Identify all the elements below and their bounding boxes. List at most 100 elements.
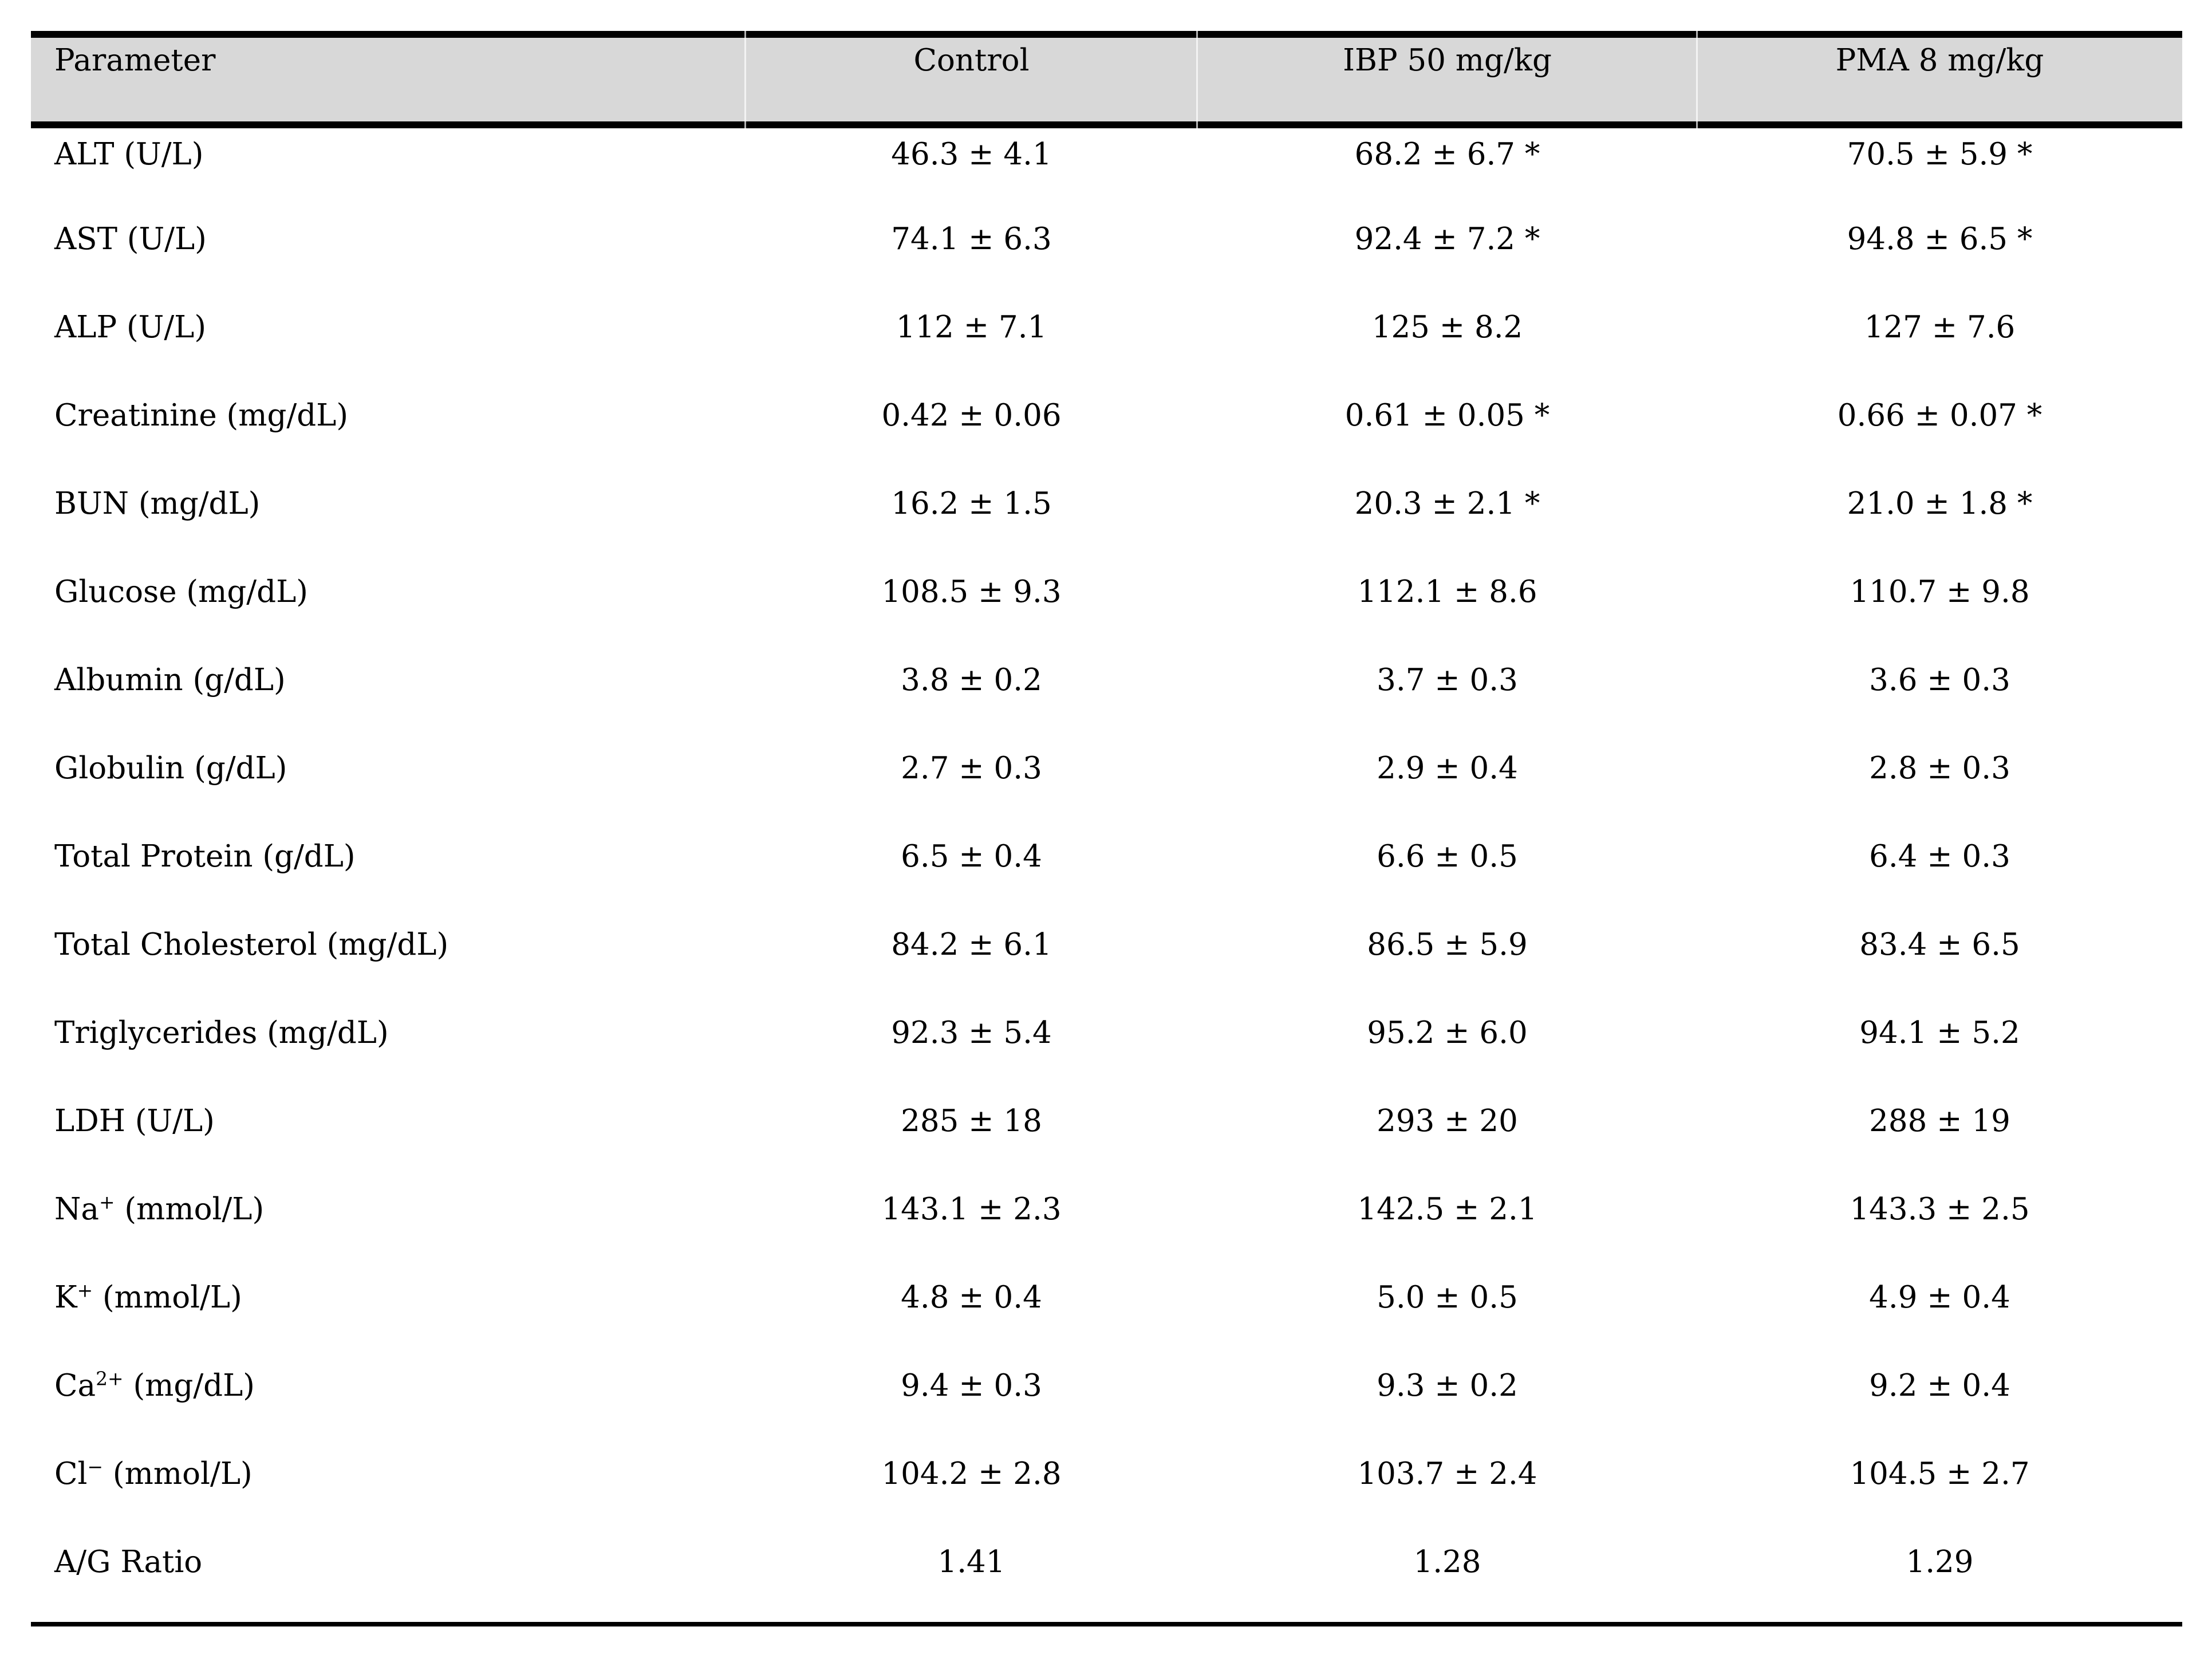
column-header-parameter: Parameter: [31, 31, 746, 128]
value-cell: 125 ± 8.2: [1371, 310, 1523, 345]
column-header-label: Parameter: [54, 43, 216, 78]
value-cell: 1.29: [1697, 1536, 2182, 1626]
value-cell: 110.7 ± 9.8: [1850, 574, 2030, 609]
parameter-label: BUN (mg/dL): [54, 486, 261, 521]
table-row: BUN (mg/dL) 16.2 ± 1.5 20.3 ± 2.1 * 21.0 ± …: [31, 478, 2182, 566]
parameter-label: ALP (U/L): [54, 310, 207, 345]
table-row: LDH (U/L) 285 ± 18 293 ± 20 288 ± 19: [31, 1095, 2182, 1183]
value-cell: 86.5 ± 5.9: [1367, 927, 1528, 962]
value-cell: 0.42 ± 0.06: [881, 398, 1062, 433]
value-cell: 112.1 ± 8.6: [1357, 574, 1537, 609]
parameter-cell: Cl− (mmol/L): [31, 1448, 746, 1536]
parameter-label: Glucose (mg/dL): [54, 574, 308, 609]
table-row: Total Cholesterol (mg/dL) 84.2 ± 6.1 86.5 …: [31, 919, 2182, 1007]
value-cell: 104.5 ± 2.7: [1850, 1456, 2030, 1491]
parameter-unit: (mmol/L): [93, 1280, 242, 1315]
value-cell: 94.8 ± 6.5 *: [1847, 222, 2033, 257]
value-cell: 3.8 ± 0.2: [901, 663, 1042, 698]
value-cell: 83.4 ± 6.5: [1859, 927, 2020, 962]
parameter-cell: Na+ (mmol/L): [31, 1183, 746, 1271]
parameter-cell: BUN (mg/dL): [31, 478, 746, 566]
value-cell: 1.41: [746, 1536, 1197, 1626]
ion-charge-superscript: +: [98, 1191, 115, 1214]
parameter-label: Total Protein (g/dL): [54, 839, 356, 874]
table-row: Creatinine (mg/dL) 0.42 ± 0.06 0.61 ± 0.05…: [31, 389, 2182, 478]
value-cell: 2.7 ± 0.3: [901, 751, 1042, 786]
table-row: Triglycerides (mg/dL) 92.3 ± 5.4 95.2 ± 6.…: [31, 1007, 2182, 1095]
column-header-label: IBP 50 mg/kg: [1343, 43, 1552, 78]
parameter-label: Triglycerides (mg/dL): [54, 1015, 389, 1050]
value-cell: 9.2 ± 0.4: [1869, 1368, 2010, 1403]
parameter-cell: Ca2+ (mg/dL): [31, 1360, 746, 1448]
value-cell: 16.2 ± 1.5: [891, 486, 1052, 521]
value-cell: 108.5 ± 9.3: [881, 574, 1062, 609]
value-cell: 127 ± 7.6: [1864, 310, 2016, 345]
value-cell: 6.6 ± 0.5: [1377, 839, 1518, 874]
parameter-cell: Total Cholesterol (mg/dL): [31, 919, 746, 1007]
ion-charge-superscript: +: [77, 1279, 93, 1302]
column-header-label: PMA 8 mg/kg: [1835, 43, 2044, 78]
parameter-label: Globulin (g/dL): [54, 751, 287, 786]
parameter-label: K: [54, 1280, 77, 1315]
value-cell: 9.3 ± 0.2: [1377, 1368, 1518, 1403]
value-cell: 20.3 ± 2.1 *: [1354, 486, 1540, 521]
value-cell: 94.1 ± 5.2: [1859, 1015, 2020, 1050]
column-divider-notch: [1196, 1628, 1198, 1633]
parameter-label: ALT (U/L): [54, 137, 204, 172]
column-header-control: Control: [746, 31, 1197, 128]
value-cell: 142.5 ± 2.1: [1357, 1192, 1537, 1227]
table-row: Globulin (g/dL) 2.7 ± 0.3 2.9 ± 0.4 2.8 ± 0…: [31, 742, 2182, 830]
parameter-label: A/G Ratio: [54, 1545, 203, 1580]
parameter-cell: AST (U/L): [31, 213, 746, 301]
value-cell: 103.7 ± 2.4: [1357, 1456, 1537, 1491]
value-cell: 6.4 ± 0.3: [1869, 839, 2010, 874]
parameter-cell: Glucose (mg/dL): [31, 566, 746, 654]
ion-charge-superscript: −: [87, 1455, 104, 1478]
parameter-unit: (mg/dL): [123, 1368, 255, 1403]
parameter-label: Ca: [54, 1368, 96, 1403]
value-cell: 3.6 ± 0.3: [1869, 663, 2010, 698]
parameter-label: Na: [54, 1192, 99, 1227]
parameter-cell: Albumin (g/dL): [31, 654, 746, 742]
column-divider-notch: [744, 1628, 746, 1633]
value-cell: 5.0 ± 0.5: [1377, 1280, 1518, 1315]
parameter-cell: A/G Ratio: [31, 1536, 746, 1626]
value-cell: 112 ± 7.1: [896, 310, 1047, 345]
value-cell: 21.0 ± 1.8 *: [1847, 486, 2033, 521]
table-row: A/G Ratio 1.41 1.28 1.29: [31, 1536, 2182, 1626]
parameter-label: Albumin (g/dL): [54, 663, 286, 698]
parameter-cell: ALT (U/L): [31, 125, 746, 213]
table-row: Total Protein (g/dL) 6.5 ± 0.4 6.6 ± 0.5 6.…: [31, 830, 2182, 919]
column-divider-notch: [1696, 1628, 1698, 1633]
table-row: Ca2+ (mg/dL) 9.4 ± 0.3 9.3 ± 0.2 9.2 ± 0.4: [31, 1360, 2182, 1448]
table-body: ALT (U/L) 46.3 ± 4.1 68.2 ± 6.7 * 70.5 ± 5.…: [31, 125, 2182, 1626]
table-row: Na+ (mmol/L) 143.1 ± 2.3 142.5 ± 2.1 143.3 …: [31, 1183, 2182, 1271]
value-cell: 2.8 ± 0.3: [1869, 751, 2010, 786]
table-row: Albumin (g/dL) 3.8 ± 0.2 3.7 ± 0.3 3.6 ± 0.…: [31, 654, 2182, 742]
value-cell: 0.61 ± 0.05 *: [1344, 398, 1550, 433]
value-cell: 92.3 ± 5.4: [891, 1015, 1052, 1050]
parameter-cell: Total Protein (g/dL): [31, 830, 746, 919]
ion-charge-superscript: 2+: [96, 1367, 124, 1390]
table-header: Parameter Control IBP 50 mg/kg PMA 8 mg/…: [31, 31, 2182, 128]
table-row: AST (U/L) 74.1 ± 6.3 92.4 ± 7.2 * 94.8 ± 6.…: [31, 213, 2182, 301]
table-row: ALT (U/L) 46.3 ± 4.1 68.2 ± 6.7 * 70.5 ± 5.…: [31, 125, 2182, 213]
biochemistry-results-table: Parameter Control IBP 50 mg/kg PMA 8 mg/…: [31, 31, 2182, 1626]
value-cell: 143.1 ± 2.3: [881, 1192, 1062, 1227]
table-row: Cl− (mmol/L) 104.2 ± 2.8 103.7 ± 2.4 104.5 …: [31, 1448, 2182, 1536]
value-cell: 9.4 ± 0.3: [901, 1368, 1042, 1403]
value-cell: 285 ± 18: [901, 1104, 1042, 1139]
value-cell: 46.3 ± 4.1: [891, 137, 1052, 172]
parameter-cell: ALP (U/L): [31, 301, 746, 389]
value-cell: 4.9 ± 0.4: [1869, 1280, 2010, 1315]
value-cell: 6.5 ± 0.4: [901, 839, 1042, 874]
value-cell: 92.4 ± 7.2 *: [1354, 222, 1540, 257]
parameter-label: Cl: [54, 1456, 88, 1491]
table-row: Glucose (mg/dL) 108.5 ± 9.3 112.1 ± 8.6 110…: [31, 566, 2182, 654]
table-row: K+ (mmol/L) 4.8 ± 0.4 5.0 ± 0.5 4.9 ± 0.4: [31, 1271, 2182, 1360]
value-cell: 3.7 ± 0.3: [1377, 663, 1518, 698]
parameter-unit: (mmol/L): [103, 1456, 253, 1491]
parameter-cell: Creatinine (mg/dL): [31, 389, 746, 478]
value-cell: 70.5 ± 5.9 *: [1847, 137, 2033, 172]
value-cell: 84.2 ± 6.1: [891, 927, 1052, 962]
